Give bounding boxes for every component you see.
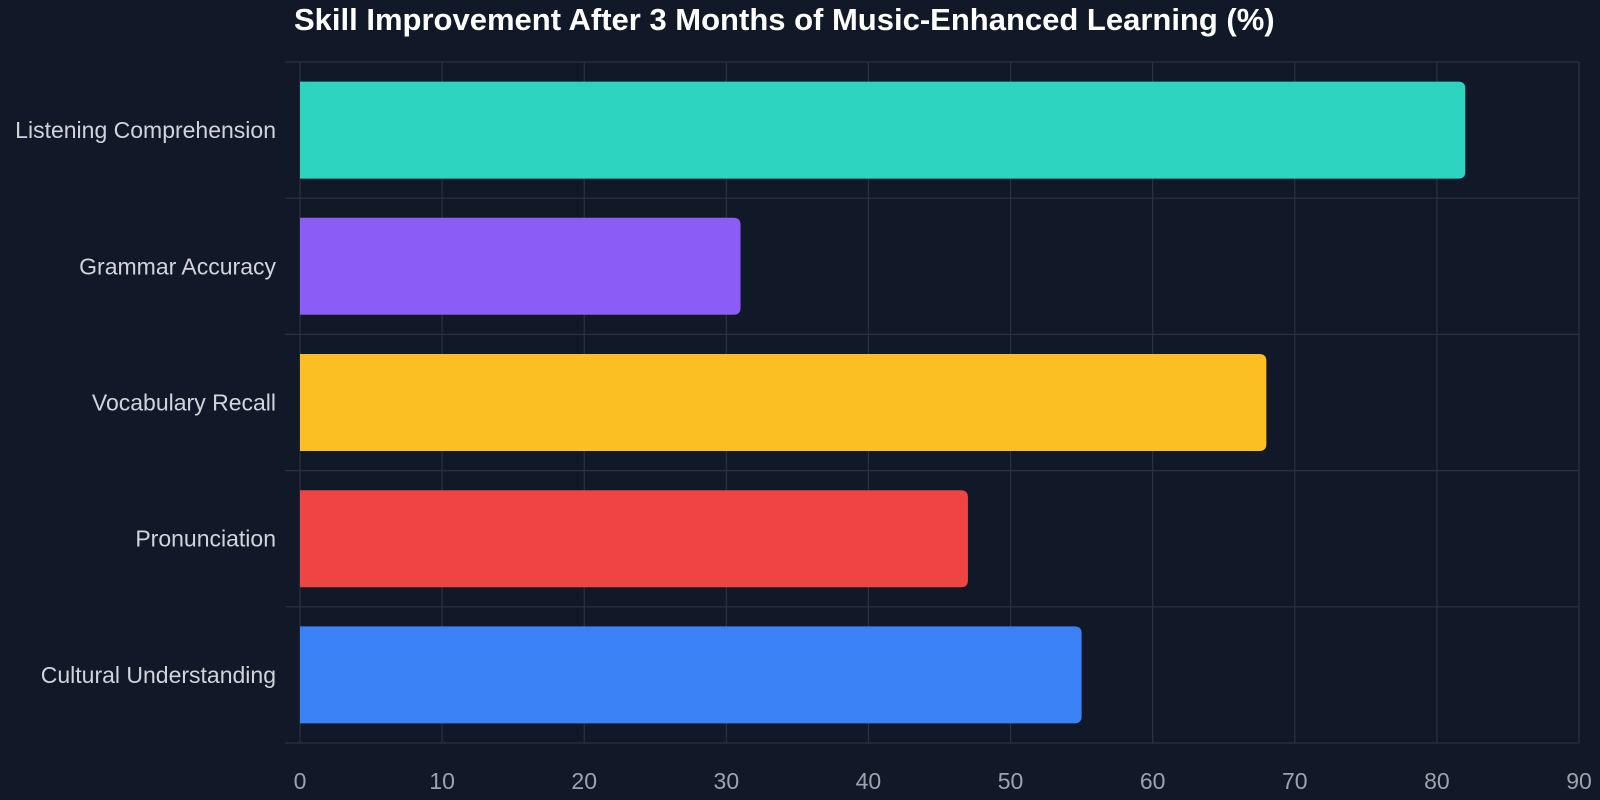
x-tick-label: 70 — [1282, 768, 1308, 794]
bar-cultural-understanding — [300, 626, 1082, 724]
category-label: Grammar Accuracy — [79, 253, 276, 279]
category-labels: Listening Comprehension Grammar Accuracy V… — [15, 117, 276, 688]
bar-listening-comprehension — [300, 81, 1466, 179]
chart-title: Skill Improvement After 3 Months of Musi… — [294, 2, 1275, 37]
bar-vocabulary-recall — [300, 354, 1267, 451]
x-tick-label: 60 — [1140, 768, 1166, 794]
x-tick-label: 20 — [571, 768, 597, 794]
category-label: Pronunciation — [135, 526, 276, 552]
x-tick-labels: 0 10 20 30 40 50 60 70 80 90 — [294, 768, 1592, 794]
bar-pronunciation — [300, 490, 968, 588]
x-tick-label: 10 — [429, 768, 455, 794]
bars — [300, 81, 1466, 724]
x-tick-label: 30 — [714, 768, 740, 794]
category-label: Vocabulary Recall — [92, 390, 276, 416]
x-tick-label: 90 — [1566, 768, 1592, 794]
x-tick-label: 40 — [856, 768, 882, 794]
bar-grammar-accuracy — [300, 217, 741, 315]
x-tick-label: 0 — [294, 768, 307, 794]
category-label: Cultural Understanding — [41, 662, 276, 688]
x-tick-label: 80 — [1424, 768, 1450, 794]
x-tick-label: 50 — [998, 768, 1024, 794]
category-label: Listening Comprehension — [15, 117, 276, 143]
